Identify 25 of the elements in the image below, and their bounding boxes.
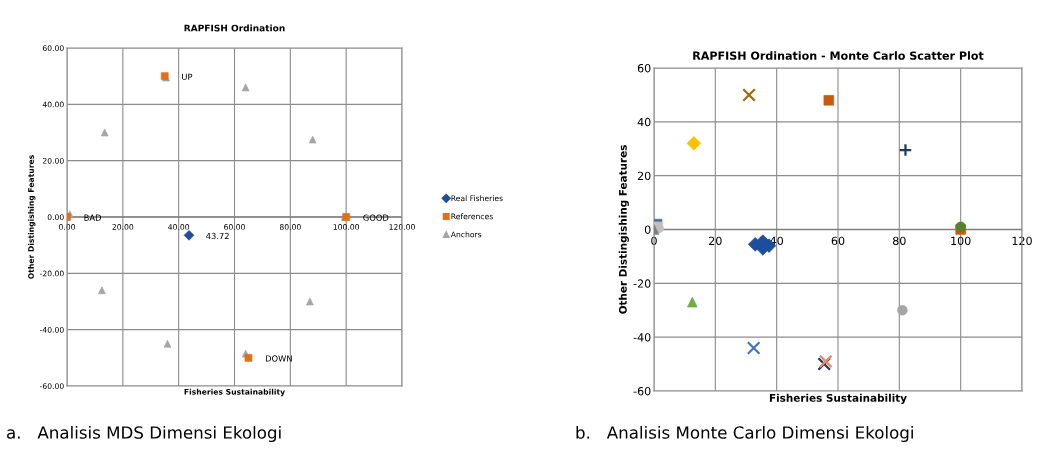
annotation: GOOD [363, 214, 389, 221]
chart-title: RAPFISH Ordination [184, 24, 285, 32]
point [746, 341, 761, 355]
y-tick-label: -40 [633, 333, 651, 342]
x-tick-label: 120 [1012, 236, 1032, 246]
y-tick-label: 40 [637, 117, 651, 127]
point [742, 88, 756, 102]
annotation: BAD [84, 214, 102, 221]
y-tick-label: 60 [637, 63, 651, 73]
y-axis-title: Other Distingishing Features [618, 145, 629, 314]
x-tick-label: 60 [831, 236, 845, 246]
x-tick-label: 80 [893, 236, 906, 246]
y-tick-label: -60 [633, 386, 651, 396]
text: a. Analisis MDS Dimensi Ekologi [7, 425, 281, 443]
annotation: UP [182, 73, 193, 80]
chart-title: RAPFISH Ordination - Monte Carlo Scatter Plot [693, 51, 984, 60]
y-tick-label: 20 [637, 171, 651, 181]
point [898, 143, 913, 157]
x-tick-label: 20 [709, 236, 722, 246]
text: b. Analisis Monte Carlo Dimensi Ekologi [576, 425, 913, 443]
annotation: DOWN [265, 355, 292, 362]
y-tick-label: -20 [633, 279, 651, 288]
x-tick-label: 100 [951, 236, 971, 246]
annotation: 43.72 [206, 232, 229, 240]
x-axis-title: Fisheries Sustainability [769, 393, 907, 404]
